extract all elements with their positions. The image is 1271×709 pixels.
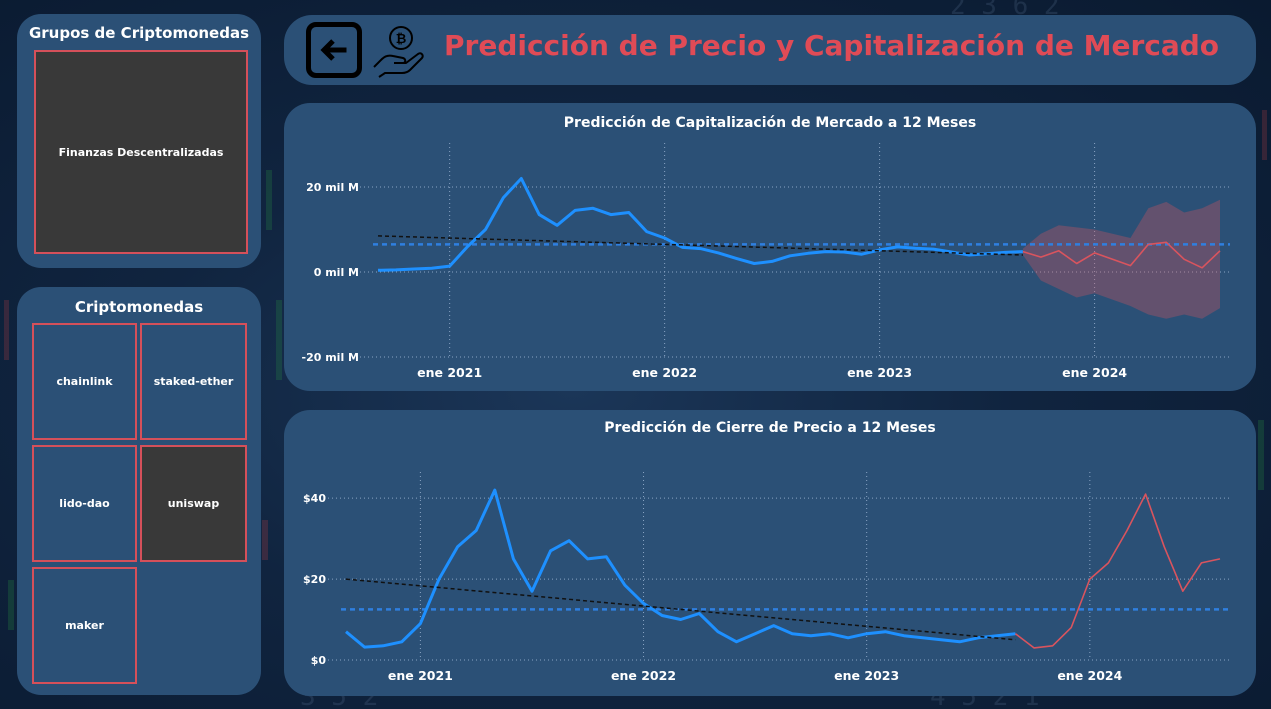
- page-title: Predicción de Precio y Capitalización de…: [444, 29, 1220, 62]
- y-tick-label: $40: [303, 492, 326, 505]
- historical-series-line: [377, 177, 1023, 272]
- groups-panel: Grupos de Criptomonedas Finanzas Descent…: [17, 14, 261, 268]
- forecast-series-line: [1014, 493, 1221, 649]
- x-tick-label: ene 2023: [834, 668, 899, 683]
- market-cap-chart-title: Predicción de Capitalización de Mercado …: [563, 115, 977, 131]
- y-tick-label: 0 mil M: [314, 266, 359, 279]
- price-chart-title: Predicción de Cierre de Precio a 12 Mese…: [604, 420, 936, 436]
- bitcoin-hand-icon: ₿: [373, 26, 424, 78]
- arrow-left-icon: [320, 39, 347, 61]
- price-chart-panel: Predicción de Cierre de Precio a 12 Mese…: [284, 410, 1256, 696]
- svg-text:₿: ₿: [396, 32, 407, 47]
- group-tile-finanzas-descentralizadas[interactable]: Finanzas Descentralizadas: [34, 50, 248, 254]
- group-tile-label: Finanzas Descentralizadas: [58, 145, 224, 159]
- coin-tile-lido-dao[interactable]: lido-dao: [32, 445, 137, 562]
- coin-tile-chainlink[interactable]: chainlink: [32, 323, 137, 440]
- back-button[interactable]: [306, 22, 362, 78]
- trend-line: [377, 235, 1023, 256]
- y-tick-label: $0: [311, 654, 327, 667]
- trend-line: [345, 578, 1016, 641]
- historical-series-line: [345, 488, 1016, 649]
- coin-tile-label: chainlink: [56, 375, 113, 388]
- x-tick-label: ene 2024: [1062, 365, 1127, 380]
- coins-panel: Criptomonedas chainlink staked-ether lid…: [17, 287, 261, 695]
- y-tick-label: 20 mil M: [306, 181, 359, 194]
- x-tick-label: ene 2021: [388, 668, 453, 683]
- forecast-confidence-band: [1022, 199, 1220, 319]
- coin-tile-label: lido-dao: [59, 497, 110, 510]
- forecast-series-line: [1022, 241, 1221, 269]
- header-bar: ₿ Predicción de Precio y Capitalización …: [284, 15, 1256, 85]
- coin-tile-staked-ether[interactable]: staked-ether: [140, 323, 247, 440]
- price-chart: ene 2021 ene 2022 ene 2023 ene 2024 $40 $20 $0: [303, 472, 1232, 683]
- market-cap-chart: ene 2021 ene 2022 ene 2023 ene 2024 20 mil M…: [302, 143, 1232, 380]
- coins-panel-title: Criptomonedas: [74, 298, 204, 316]
- y-tick-label: $20: [303, 573, 326, 586]
- coin-tile-label: maker: [65, 619, 104, 632]
- x-tick-label: ene 2023: [847, 365, 912, 380]
- coin-tile-label: uniswap: [167, 497, 220, 510]
- market-cap-chart-panel: Predicción de Capitalización de Mercado …: [284, 103, 1256, 391]
- coin-tile-uniswap[interactable]: uniswap: [140, 445, 247, 562]
- x-tick-label: ene 2022: [632, 365, 697, 380]
- y-tick-label: -20 mil M: [302, 351, 359, 364]
- coin-tile-label: staked-ether: [153, 375, 234, 388]
- x-tick-label: ene 2024: [1057, 668, 1122, 683]
- x-tick-label: ene 2022: [611, 668, 676, 683]
- groups-panel-title: Grupos de Criptomonedas: [28, 24, 250, 42]
- x-tick-label: ene 2021: [417, 365, 482, 380]
- coin-tile-maker[interactable]: maker: [32, 567, 137, 684]
